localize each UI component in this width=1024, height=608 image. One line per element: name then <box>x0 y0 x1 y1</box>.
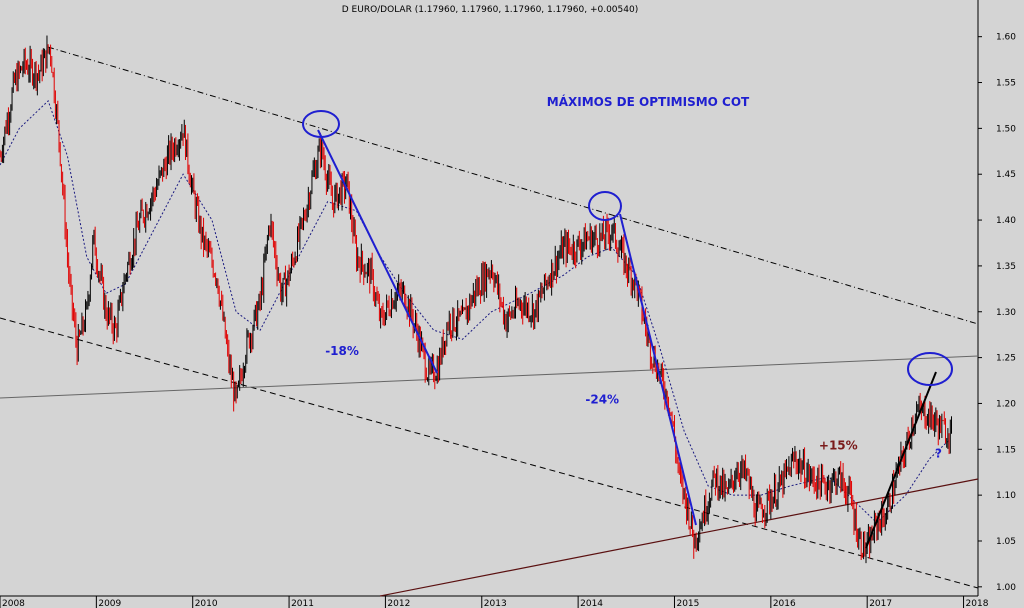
x-tick-label: 2018 <box>966 599 989 608</box>
x-tick-label: 2012 <box>387 599 410 608</box>
x-tick-label: 2013 <box>484 599 507 608</box>
x-tick-label: 2010 <box>195 599 218 608</box>
x-tick-label: 2008 <box>2 599 25 608</box>
y-tick-label: 1.20 <box>996 399 1016 409</box>
long-support-line <box>379 478 979 597</box>
peak-2014-ellipse <box>588 191 622 221</box>
y-tick-label: 1.10 <box>996 491 1016 501</box>
chart-header: D EURO/DOLAR (1.17960, 1.17960, 1.17960,… <box>342 5 638 15</box>
moving-average-line <box>0 100 950 524</box>
decline-2011-line <box>317 129 438 374</box>
y-tick-label: 1.30 <box>996 308 1016 318</box>
x-tick-label: 2014 <box>580 599 603 608</box>
y-tick-label: 1.00 <box>996 583 1016 593</box>
annotations: -18% -24% +15%? <box>325 344 942 461</box>
y-tick-label: 1.35 <box>996 262 1016 272</box>
y-tick-label: 1.05 <box>996 537 1016 547</box>
y-axis: 1.60 1.55 1.50 1.45 1.40 1.35 1.30 1.25 1.20 1.15… <box>978 33 1016 593</box>
horizontal-support-line <box>0 355 979 399</box>
x-tick-label: 2015 <box>676 599 699 608</box>
annotation-label: +15% <box>819 438 858 452</box>
lower-channel-line <box>0 317 979 589</box>
move-lines <box>302 110 953 549</box>
y-tick-label: 1.15 <box>996 445 1016 455</box>
annotation-label: -18% <box>325 344 359 358</box>
y-tick-label: 1.45 <box>996 170 1016 180</box>
x-tick-label: 2011 <box>291 599 314 608</box>
chart-title: MÁXIMOS DE OPTIMISMO COT <box>547 94 750 109</box>
peak-2017-ellipse <box>907 352 953 386</box>
peak-2011-ellipse <box>302 110 340 138</box>
plot-area <box>0 0 978 596</box>
annotation-label: ? <box>935 447 942 461</box>
y-tick-label: 1.60 <box>996 33 1016 43</box>
x-axis: 2008 2009 2010 2011 2012 2013 2014 2015 2016 2017… <box>0 596 989 608</box>
x-tick-label: 2009 <box>98 599 121 608</box>
annotation-label: -24% <box>585 392 619 406</box>
price-bars <box>0 35 953 564</box>
x-tick-label: 2017 <box>869 599 892 608</box>
y-tick-label: 1.25 <box>996 354 1016 364</box>
y-tick-label: 1.55 <box>996 79 1016 89</box>
decline-2014-line <box>619 213 697 526</box>
y-tick-label: 1.50 <box>996 124 1016 134</box>
upper-channel-line <box>47 46 979 325</box>
trendlines <box>0 46 979 597</box>
rally-2017-line <box>865 371 937 549</box>
x-tick-label: 2016 <box>773 599 796 608</box>
y-tick-label: 1.40 <box>996 216 1016 226</box>
moving-average <box>0 100 950 524</box>
